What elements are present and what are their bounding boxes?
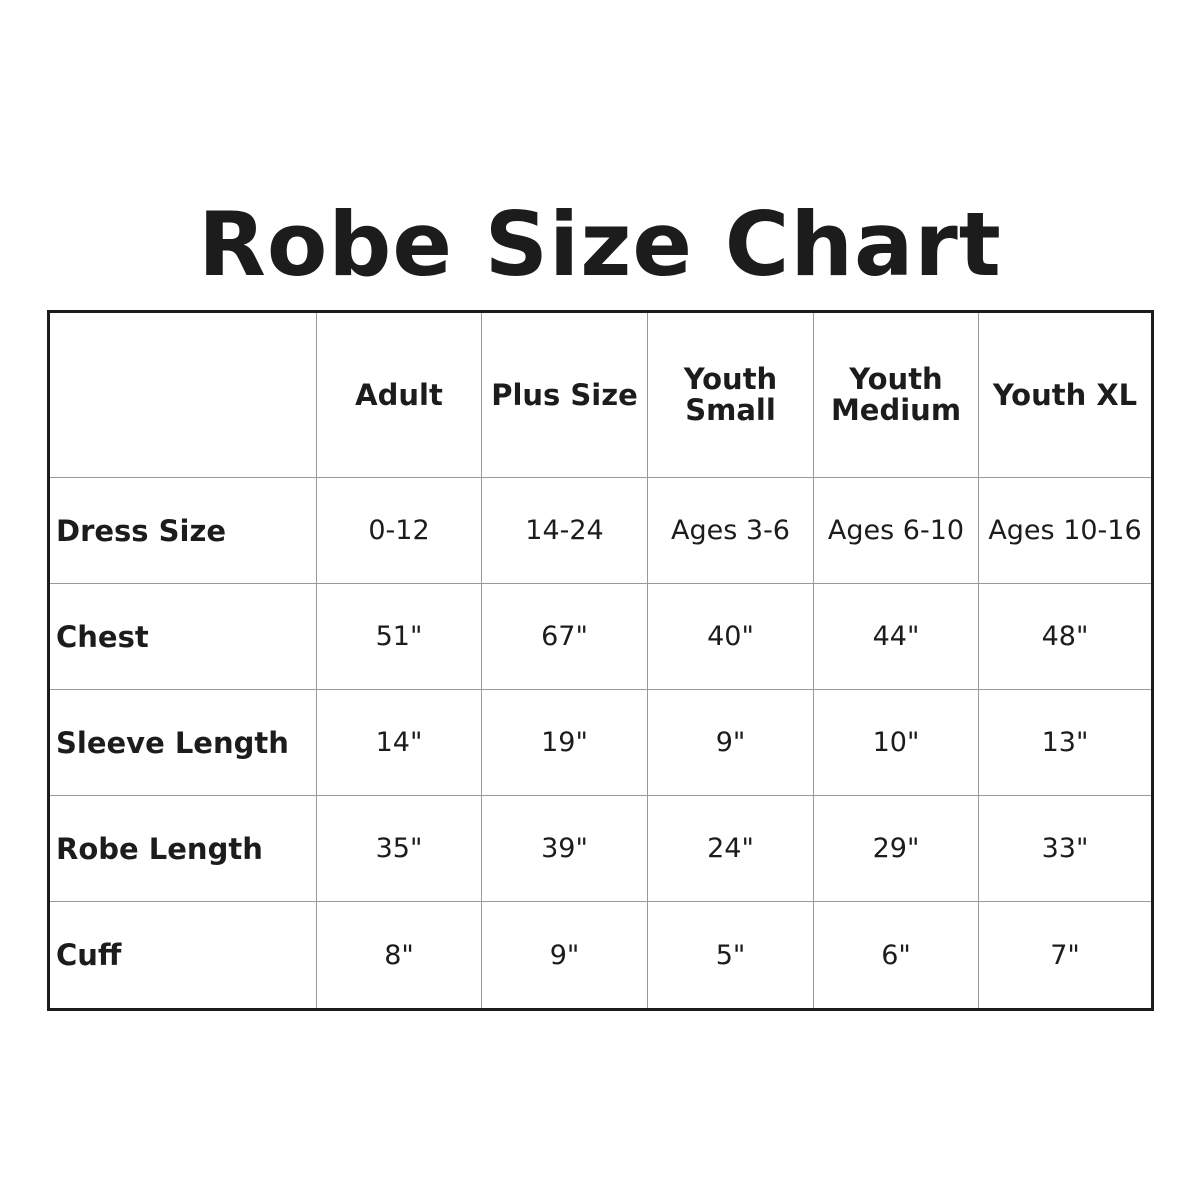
column-header: Youth Medium <box>814 313 979 478</box>
table-cell: 40" <box>648 584 814 690</box>
table-cell: 48" <box>979 584 1151 690</box>
table-cell: 13" <box>979 690 1151 796</box>
table-cell: 51" <box>317 584 482 690</box>
table-cell: 14" <box>317 690 482 796</box>
table-cell: 9" <box>648 690 814 796</box>
table-cell: 0-12 <box>317 478 482 584</box>
row-label: Chest <box>50 584 317 690</box>
column-header: Adult <box>317 313 482 478</box>
row-label: Robe Length <box>50 796 317 902</box>
table-cell: 10" <box>814 690 979 796</box>
table-cell: 8" <box>317 902 482 1008</box>
column-header: Youth XL <box>979 313 1151 478</box>
table-cell: 6" <box>814 902 979 1008</box>
table-cell: Ages 6-10 <box>814 478 979 584</box>
table-cell: 35" <box>317 796 482 902</box>
table-cell: 24" <box>648 796 814 902</box>
column-header: Youth Small <box>648 313 814 478</box>
header-corner-cell <box>50 313 317 478</box>
table-cell: 33" <box>979 796 1151 902</box>
table-cell: 5" <box>648 902 814 1008</box>
page-title: Robe Size Chart <box>198 193 1002 296</box>
table-cell: 39" <box>482 796 648 902</box>
row-label: Dress Size <box>50 478 317 584</box>
row-label: Cuff <box>50 902 317 1008</box>
table-cell: 44" <box>814 584 979 690</box>
row-label: Sleeve Length <box>50 690 317 796</box>
table-cell: 19" <box>482 690 648 796</box>
table-cell: Ages 10-16 <box>979 478 1151 584</box>
table-cell: 14-24 <box>482 478 648 584</box>
table-cell: 67" <box>482 584 648 690</box>
table-cell: 7" <box>1050 939 1080 971</box>
table-cell: 29" <box>814 796 979 902</box>
column-header: Plus Size <box>482 313 648 478</box>
size-chart-table: Adult Plus Size Youth Small Youth Medium You… <box>47 310 1154 1011</box>
table-cell: 9" <box>482 902 648 1008</box>
table-cell: Ages 3-6 <box>648 478 814 584</box>
